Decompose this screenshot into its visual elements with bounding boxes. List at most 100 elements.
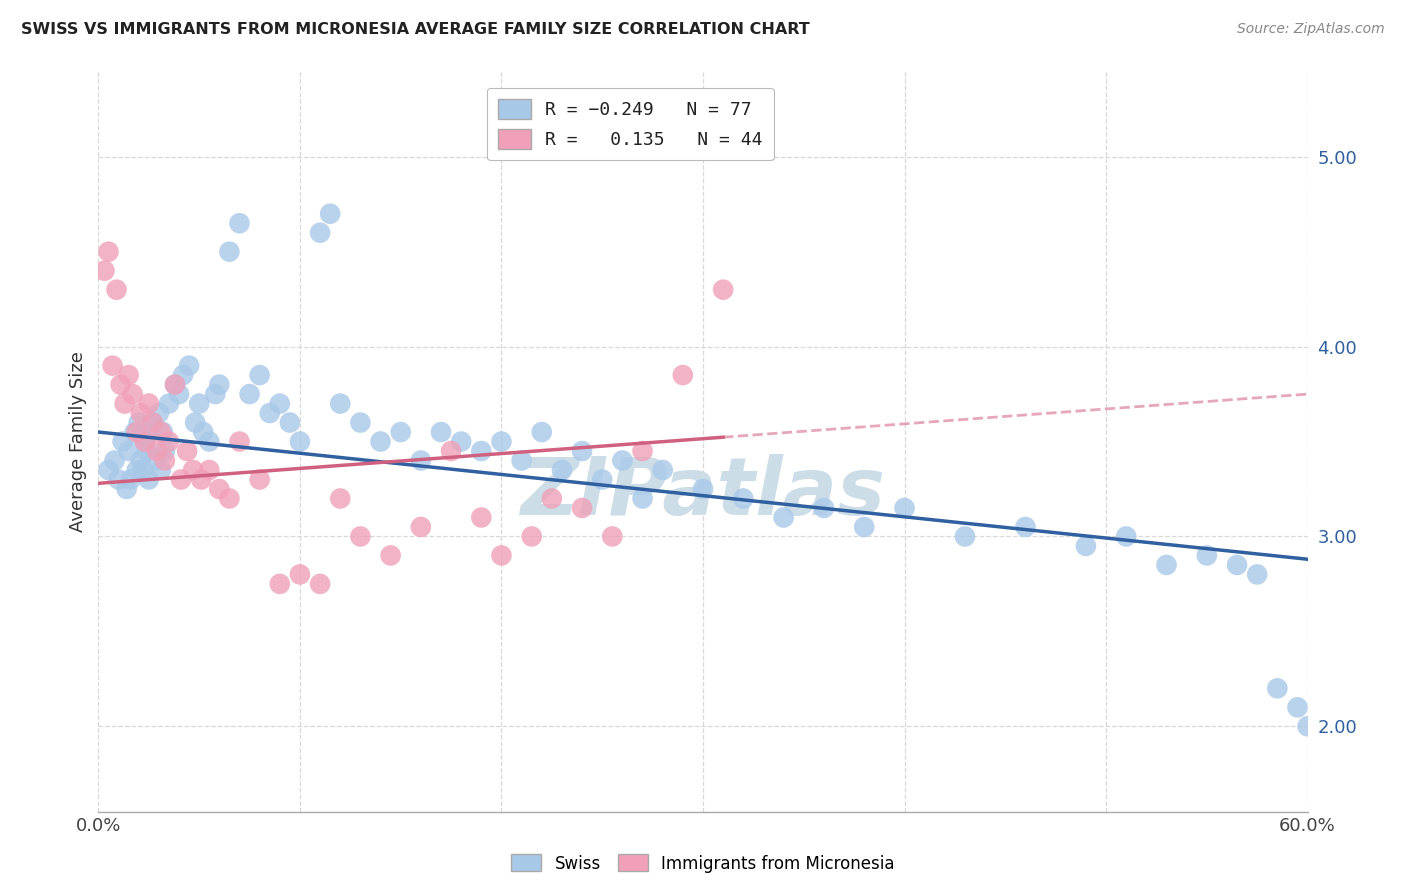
- Point: [329, 396, 352, 410]
- Point: [1226, 558, 1249, 572]
- Point: [142, 416, 165, 430]
- Point: [193, 425, 215, 439]
- Point: [218, 491, 240, 506]
- Point: [190, 473, 212, 487]
- Y-axis label: Average Family Size: Average Family Size: [69, 351, 87, 532]
- Point: [692, 482, 714, 496]
- Point: [142, 416, 165, 430]
- Point: [530, 425, 553, 439]
- Point: [228, 434, 250, 449]
- Legend: R = −0.249   N = 77, R =   0.135   N = 44: R = −0.249 N = 77, R = 0.135 N = 44: [488, 87, 773, 161]
- Legend: Swiss, Immigrants from Micronesia: Swiss, Immigrants from Micronesia: [505, 847, 901, 880]
- Point: [93, 263, 115, 277]
- Point: [198, 434, 221, 449]
- Point: [105, 283, 128, 297]
- Point: [181, 463, 204, 477]
- Point: [389, 425, 412, 439]
- Point: [278, 416, 301, 430]
- Point: [218, 244, 240, 259]
- Point: [134, 434, 156, 449]
- Point: [153, 453, 176, 467]
- Point: [288, 434, 311, 449]
- Point: [110, 377, 132, 392]
- Point: [148, 406, 170, 420]
- Point: [239, 387, 262, 401]
- Point: [602, 529, 624, 543]
- Point: [440, 444, 463, 458]
- Point: [149, 425, 172, 439]
- Point: [510, 453, 533, 467]
- Point: [184, 416, 207, 430]
- Point: [470, 510, 492, 524]
- Point: [125, 425, 148, 439]
- Point: [146, 444, 169, 458]
- Point: [143, 453, 166, 467]
- Point: [176, 444, 198, 458]
- Point: [309, 226, 332, 240]
- Point: [167, 387, 190, 401]
- Point: [430, 425, 453, 439]
- Point: [349, 529, 371, 543]
- Point: [813, 500, 835, 515]
- Point: [135, 444, 157, 458]
- Point: [114, 396, 136, 410]
- Text: SWISS VS IMMIGRANTS FROM MICRONESIA AVERAGE FAMILY SIZE CORRELATION CHART: SWISS VS IMMIGRANTS FROM MICRONESIA AVER…: [21, 22, 810, 37]
- Point: [179, 359, 201, 373]
- Point: [491, 434, 513, 449]
- Point: [853, 520, 876, 534]
- Point: [121, 387, 143, 401]
- Point: [733, 491, 755, 506]
- Point: [188, 396, 211, 410]
- Point: [139, 425, 162, 439]
- Point: [1156, 558, 1178, 572]
- Point: [631, 444, 654, 458]
- Point: [249, 473, 271, 487]
- Point: [172, 368, 194, 383]
- Point: [591, 473, 613, 487]
- Point: [1074, 539, 1097, 553]
- Point: [118, 368, 141, 383]
- Point: [651, 463, 673, 477]
- Point: [1195, 549, 1218, 563]
- Point: [204, 387, 226, 401]
- Point: [631, 491, 654, 506]
- Point: [97, 463, 120, 477]
- Point: [1286, 700, 1309, 714]
- Point: [571, 500, 593, 515]
- Point: [269, 396, 291, 410]
- Point: [551, 463, 574, 477]
- Point: [491, 549, 513, 563]
- Point: [409, 453, 432, 467]
- Point: [107, 473, 129, 487]
- Point: [249, 368, 271, 383]
- Point: [115, 482, 138, 496]
- Point: [132, 463, 155, 477]
- Point: [129, 453, 152, 467]
- Point: [269, 577, 291, 591]
- Point: [163, 377, 186, 392]
- Point: [370, 434, 392, 449]
- Point: [409, 520, 432, 534]
- Point: [103, 453, 125, 467]
- Point: [540, 491, 562, 506]
- Point: [198, 463, 221, 477]
- Text: ZIPatlas: ZIPatlas: [520, 454, 886, 533]
- Point: [612, 453, 634, 467]
- Point: [772, 510, 794, 524]
- Point: [163, 377, 186, 392]
- Point: [153, 444, 176, 458]
- Point: [128, 416, 150, 430]
- Point: [120, 473, 142, 487]
- Point: [157, 434, 180, 449]
- Point: [208, 377, 231, 392]
- Point: [349, 416, 371, 430]
- Point: [118, 444, 141, 458]
- Point: [288, 567, 311, 582]
- Point: [380, 549, 402, 563]
- Point: [893, 500, 915, 515]
- Point: [125, 463, 148, 477]
- Point: [208, 482, 231, 496]
- Point: [1296, 719, 1319, 733]
- Point: [111, 434, 134, 449]
- Point: [134, 434, 156, 449]
